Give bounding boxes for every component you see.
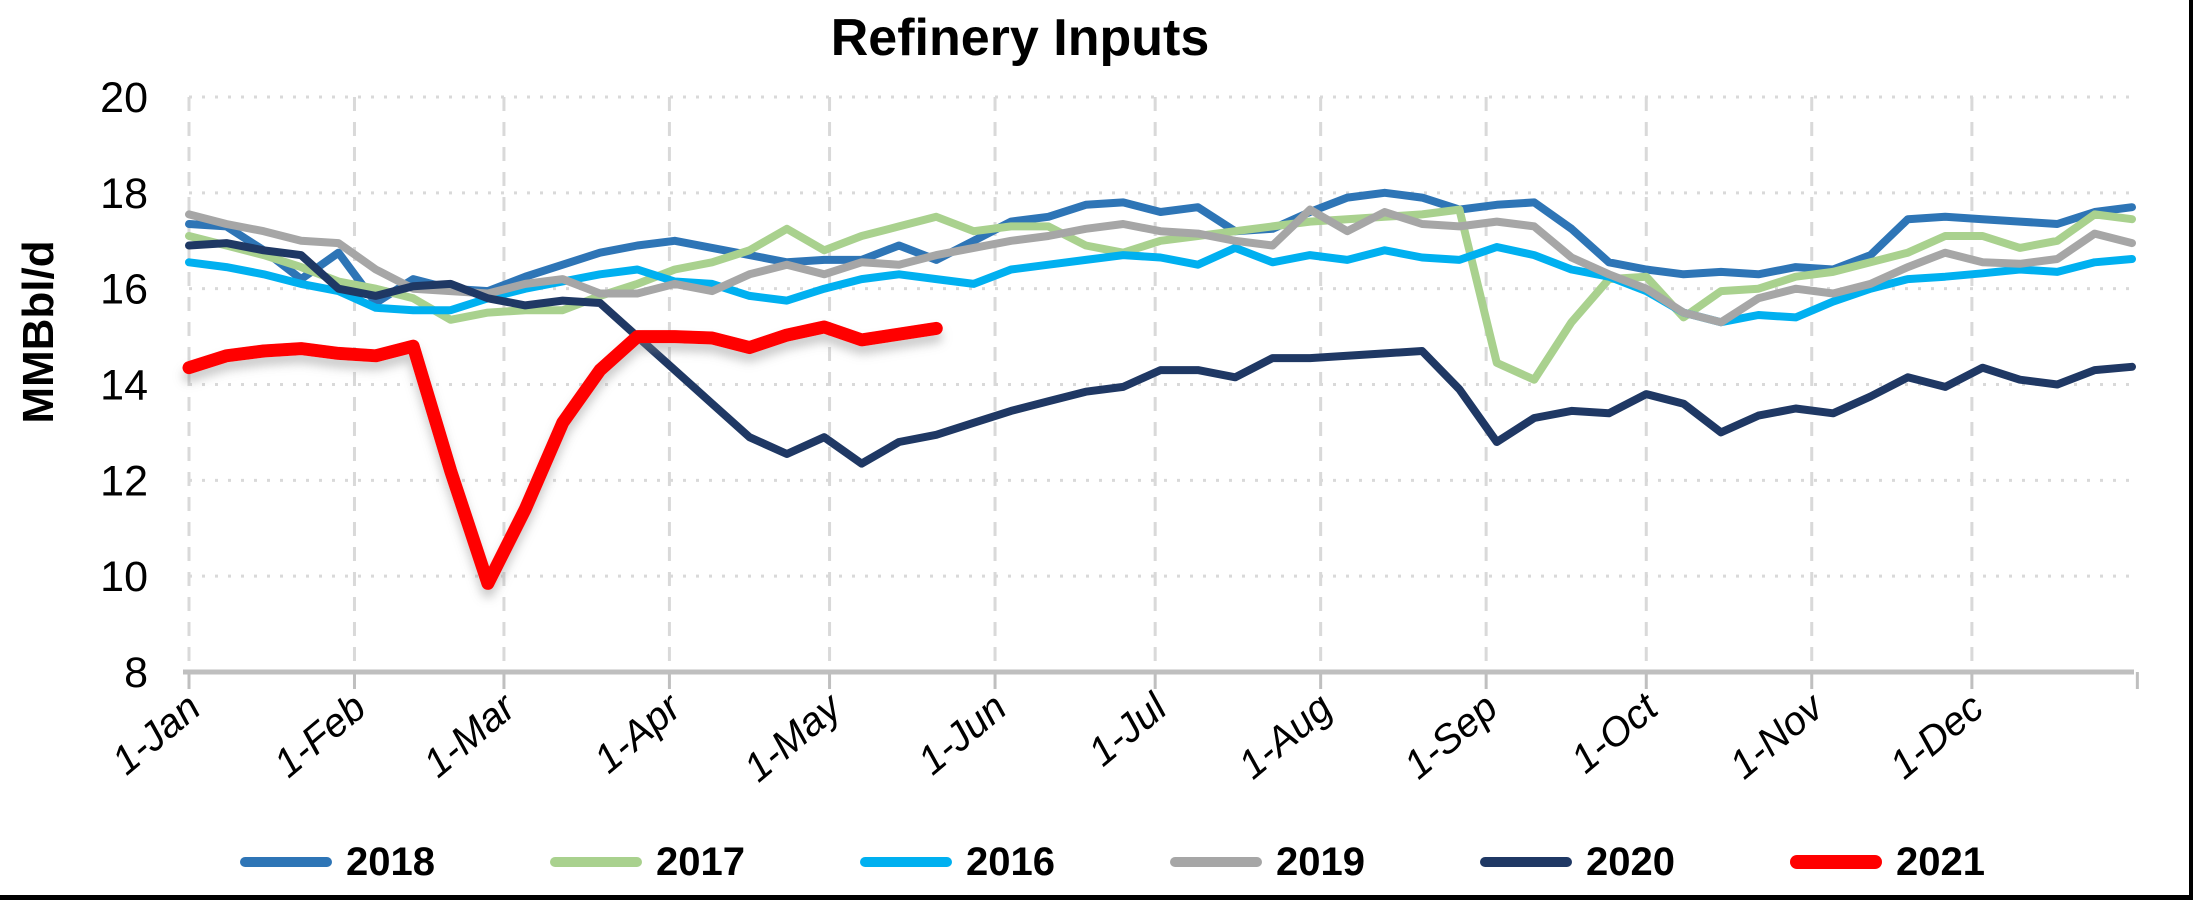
legend-item-2021: 2021 <box>1790 836 1985 888</box>
series-line-2017 <box>185 205 2136 384</box>
legend-swatch-2020 <box>1480 857 1572 867</box>
x-tick-label-1-Mar: 1-Mar <box>415 684 525 786</box>
screenshot-bottom-border <box>0 895 2193 900</box>
x-tick-label-1-Jul: 1-Jul <box>1080 684 1176 774</box>
series-line-2021 <box>182 320 943 590</box>
y-tick-label-10: 10 <box>100 553 148 601</box>
legend-label-2020: 2020 <box>1586 840 1675 884</box>
chart-title: Refinery Inputs <box>830 9 1210 67</box>
legend-label-2016: 2016 <box>966 840 1055 884</box>
legend-item-2020: 2020 <box>1480 836 1675 888</box>
legend-swatch-2016 <box>860 857 952 867</box>
series-line-2019 <box>185 205 2136 327</box>
series-line-2016 <box>185 243 2136 327</box>
legend-label-2019: 2019 <box>1276 840 1365 884</box>
x-tick-label-1-Aug: 1-Aug <box>1230 685 1340 787</box>
x-tick-label-1-Nov: 1-Nov <box>1722 684 1834 788</box>
y-tick-label-8: 8 <box>124 649 148 697</box>
x-tick-label-1-Jan: 1-Jan <box>104 685 209 783</box>
legend-swatch-2019 <box>1170 857 1262 867</box>
y-tick-label-18: 18 <box>100 170 148 218</box>
legend: 2018 2017 2016 2019 2020 2021 <box>0 836 2193 888</box>
series-line-2018 <box>185 188 2136 307</box>
y-tick-label-16: 16 <box>100 266 148 314</box>
legend-item-2017: 2017 <box>550 836 745 888</box>
x-tick-label-1-May: 1-May <box>736 683 852 790</box>
series-line-2020 <box>185 239 2136 468</box>
legend-label-2018: 2018 <box>346 840 435 884</box>
screenshot-right-border <box>2189 0 2193 900</box>
x-tick-label-1-Feb: 1-Feb <box>266 685 374 786</box>
legend-swatch-2017 <box>550 857 642 867</box>
x-tick-label-1-Jun: 1-Jun <box>910 685 1015 783</box>
y-tick-label-20: 20 <box>100 74 148 122</box>
x-tick-label-1-Oct: 1-Oct <box>1563 684 1668 782</box>
legend-item-2018: 2018 <box>240 836 435 888</box>
legend-label-2017: 2017 <box>656 840 745 884</box>
legend-item-2019: 2019 <box>1170 836 1365 888</box>
x-tick-label-1-Sep: 1-Sep <box>1396 685 1506 787</box>
legend-swatch-2018 <box>240 857 332 867</box>
legend-label-2021: 2021 <box>1896 840 1985 884</box>
legend-item-2016: 2016 <box>860 836 1055 888</box>
x-tick-label-1-Apr: 1-Apr <box>586 684 690 782</box>
legend-swatch-2021 <box>1790 855 1882 869</box>
y-tick-label-12: 12 <box>100 457 148 505</box>
x-tick-label-1-Dec: 1-Dec <box>1882 685 1992 787</box>
y-tick-label-14: 14 <box>100 362 148 410</box>
